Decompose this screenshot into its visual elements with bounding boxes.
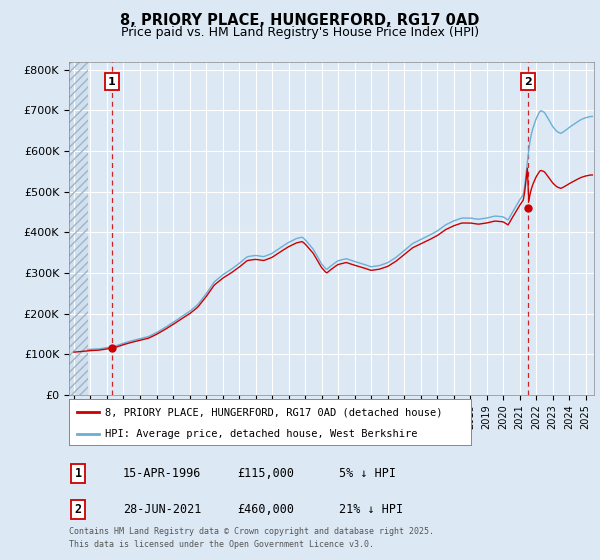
Text: 5% ↓ HPI: 5% ↓ HPI	[339, 466, 396, 480]
Bar	[69, 62, 88, 395]
Text: £460,000: £460,000	[237, 503, 294, 516]
Text: 8, PRIORY PLACE, HUNGERFORD, RG17 0AD: 8, PRIORY PLACE, HUNGERFORD, RG17 0AD	[121, 13, 479, 28]
Bar	[69, 62, 88, 395]
Text: 2: 2	[74, 503, 82, 516]
Text: 15-APR-1996: 15-APR-1996	[123, 466, 202, 480]
Text: Contains HM Land Registry data © Crown copyright and database right 2025.
This d: Contains HM Land Registry data © Crown c…	[69, 528, 434, 549]
Text: 21% ↓ HPI: 21% ↓ HPI	[339, 503, 403, 516]
Text: 1: 1	[74, 466, 82, 480]
Text: 28-JUN-2021: 28-JUN-2021	[123, 503, 202, 516]
Text: 8, PRIORY PLACE, HUNGERFORD, RG17 0AD (detached house): 8, PRIORY PLACE, HUNGERFORD, RG17 0AD (d…	[105, 407, 443, 417]
Text: 2: 2	[524, 77, 532, 87]
Text: £115,000: £115,000	[237, 466, 294, 480]
Text: 1: 1	[108, 77, 116, 87]
Text: Price paid vs. HM Land Registry's House Price Index (HPI): Price paid vs. HM Land Registry's House …	[121, 26, 479, 39]
Text: HPI: Average price, detached house, West Berkshire: HPI: Average price, detached house, West…	[105, 429, 418, 438]
